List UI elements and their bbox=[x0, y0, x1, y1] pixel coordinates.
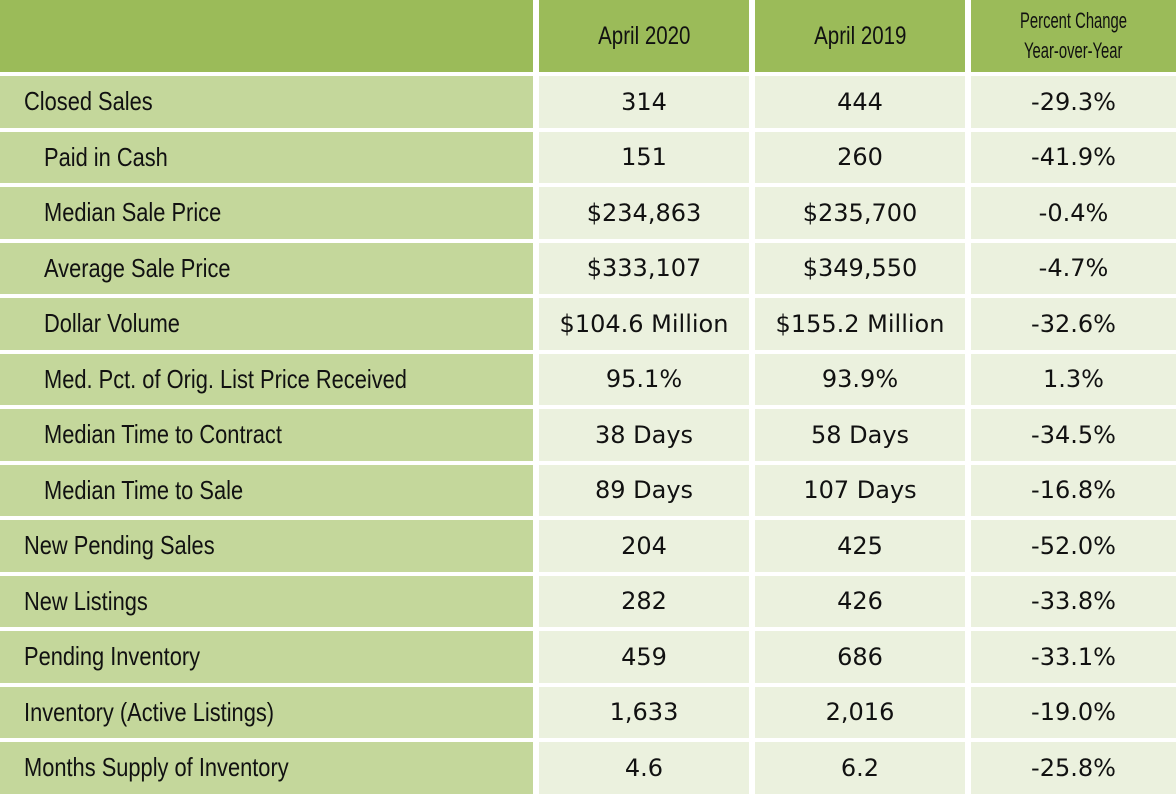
cell-percent-change: -34.5% bbox=[971, 409, 1176, 461]
cell-percent-change: -32.6% bbox=[971, 298, 1176, 350]
row-label: New Pending Sales bbox=[0, 520, 533, 572]
cell-april-2019: 2,016 bbox=[755, 686, 965, 738]
cell-percent-change: -25.8% bbox=[971, 742, 1176, 794]
cell-april-2020: 1,633 bbox=[539, 686, 749, 738]
cell-percent-change: -19.0% bbox=[971, 686, 1176, 738]
cell-april-2020: 459 bbox=[539, 631, 749, 683]
row-label: Average Sale Price bbox=[0, 242, 533, 294]
cell-april-2019: 425 bbox=[755, 520, 965, 572]
cell-percent-change: -29.3% bbox=[971, 76, 1176, 128]
cell-april-2020: 314 bbox=[539, 76, 749, 128]
cell-april-2019: $155.2 Million bbox=[755, 298, 965, 350]
cell-percent-change: 1.3% bbox=[971, 353, 1176, 405]
cell-april-2019: 686 bbox=[755, 631, 965, 683]
cell-percent-change: -33.8% bbox=[971, 575, 1176, 627]
cell-april-2019: 93.9% bbox=[755, 353, 965, 405]
cell-april-2019: 260 bbox=[755, 131, 965, 183]
cell-april-2020: 95.1% bbox=[539, 353, 749, 405]
header-percent-change: Percent Change Year-over-Year bbox=[971, 0, 1176, 72]
header-percent-change-line2: Year-over-Year bbox=[1024, 38, 1123, 63]
cell-april-2019: $235,700 bbox=[755, 187, 965, 239]
cell-april-2020: 282 bbox=[539, 575, 749, 627]
cell-april-2020: 4.6 bbox=[539, 742, 749, 794]
cell-april-2020: 89 Days bbox=[539, 464, 749, 516]
header-april-2020: April 2020 bbox=[539, 0, 749, 72]
cell-percent-change: -33.1% bbox=[971, 631, 1176, 683]
cell-april-2020: 151 bbox=[539, 131, 749, 183]
cell-april-2019: 6.2 bbox=[755, 742, 965, 794]
cell-april-2019: 444 bbox=[755, 76, 965, 128]
row-label: Closed Sales bbox=[0, 76, 533, 128]
row-label: Med. Pct. of Orig. List Price Received bbox=[0, 353, 533, 405]
cell-percent-change: -4.7% bbox=[971, 242, 1176, 294]
row-label: Median Sale Price bbox=[0, 187, 533, 239]
row-label: Median Time to Contract bbox=[0, 409, 533, 461]
cell-percent-change: -16.8% bbox=[971, 464, 1176, 516]
row-label: Inventory (Active Listings) bbox=[0, 686, 533, 738]
cell-april-2020: $104.6 Million bbox=[539, 298, 749, 350]
cell-april-2019: 58 Days bbox=[755, 409, 965, 461]
row-label: Dollar Volume bbox=[0, 298, 533, 350]
row-label: Pending Inventory bbox=[0, 631, 533, 683]
header-april-2019: April 2019 bbox=[755, 0, 965, 72]
row-label: Median Time to Sale bbox=[0, 464, 533, 516]
header-percent-change-line1: Percent Change bbox=[1020, 8, 1127, 33]
cell-april-2020: $333,107 bbox=[539, 242, 749, 294]
cell-april-2020: 38 Days bbox=[539, 409, 749, 461]
cell-april-2019: 426 bbox=[755, 575, 965, 627]
cell-april-2019: 107 Days bbox=[755, 464, 965, 516]
cell-april-2020: 204 bbox=[539, 520, 749, 572]
row-label: New Listings bbox=[0, 575, 533, 627]
header-blank bbox=[0, 0, 533, 72]
row-label: Paid in Cash bbox=[0, 131, 533, 183]
cell-percent-change: -52.0% bbox=[971, 520, 1176, 572]
row-label: Months Supply of Inventory bbox=[0, 742, 533, 794]
cell-percent-change: -41.9% bbox=[971, 131, 1176, 183]
cell-percent-change: -0.4% bbox=[971, 187, 1176, 239]
cell-april-2020: $234,863 bbox=[539, 187, 749, 239]
cell-april-2019: $349,550 bbox=[755, 242, 965, 294]
